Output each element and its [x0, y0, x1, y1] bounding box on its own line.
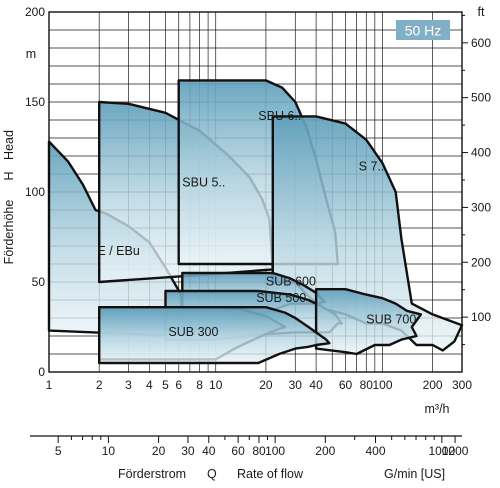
x-tick-label: 8 [196, 378, 203, 392]
x-tick-label: 6 [175, 378, 182, 392]
x-tick-label: 3 [125, 378, 132, 392]
gpm-tick-label: 20 [152, 444, 166, 458]
y-axis-unit: m [26, 47, 36, 61]
x-tick-label: 20 [259, 378, 273, 392]
gpm-tick-label: 30 [181, 444, 195, 458]
y-axis-label-de: Förderhöhe [2, 200, 16, 265]
pump-regions [47, 79, 464, 365]
ft-axis-unit: ft [478, 5, 485, 19]
ft-tick-label: 400 [471, 146, 491, 160]
x-tick-label: 30 [289, 378, 303, 392]
pump-region-labels: E / EBu SBU 5.. SBU 6.. S 7.. SUB 600 SUB 500… [97, 109, 416, 339]
x-axis-tick-labels: 1 2 3 4 5 6 8 10 20 30 40 60 80 100 200 300 [46, 378, 473, 392]
x-tick-label: 4 [146, 378, 153, 392]
ft-axis-tick-labels: 100 200 300 400 500 600 [462, 14, 491, 346]
y-tick-label: 50 [32, 275, 46, 289]
x-tick-label: 5 [162, 378, 169, 392]
footer-label-en: Rate of flow [237, 467, 304, 481]
x-axis-unit: m³/h [425, 402, 450, 416]
x-tick-label: 100 [372, 378, 392, 392]
gpm-tick-label: 5 [55, 444, 62, 458]
ft-tick-label: 200 [471, 255, 491, 269]
region-label-sub-500: SUB 500 [256, 291, 306, 305]
x-tick-label: 40 [309, 378, 323, 392]
y-axis-tick-labels: 0 50 100 150 200 [25, 5, 45, 379]
gpm-tick-label: 80 [252, 444, 266, 458]
gpm-tick-label: 1000 [428, 444, 455, 458]
ft-tick-label: 500 [471, 91, 491, 105]
x-tick-label: 60 [339, 378, 353, 392]
y-axis-label-en: Head [2, 130, 16, 160]
ft-tick-label: 100 [471, 310, 491, 324]
x-tick-label: 10 [209, 378, 223, 392]
gpm-axis-unit: G/min [US] [384, 467, 445, 481]
gpm-tick-label: 200 [315, 444, 335, 458]
gpm-tick-label: 10 [102, 444, 116, 458]
y-tick-label: 100 [25, 185, 45, 199]
region-label-e-ebu: E / EBu [97, 244, 139, 258]
region-label-sbu-5: SBU 5.. [182, 176, 225, 190]
y-tick-label: 0 [38, 365, 45, 379]
region-label-sub-700: SUB 700 [366, 312, 416, 326]
region-sub-700 [314, 288, 423, 356]
frequency-badge-box [396, 20, 450, 40]
gpm-tick-label: 40 [202, 444, 216, 458]
gpm-tick-label: 1200 [442, 444, 469, 458]
region-label-sub-600: SUB 600 [266, 275, 316, 289]
ft-tick-label: 600 [471, 36, 491, 50]
region-outline-8 [98, 306, 331, 365]
ft-tick-label: 300 [471, 200, 491, 214]
x-tick-label: 200 [423, 378, 443, 392]
region-label-sub-300: SUB 300 [168, 325, 218, 339]
y-axis-label-symbol: H [2, 171, 16, 180]
y-tick-label: 200 [25, 5, 45, 19]
y-tick-label: 150 [25, 95, 45, 109]
x-tick-label: 2 [96, 378, 103, 392]
gpm-tick-label: 400 [365, 444, 385, 458]
frequency-badge: 50 Hz [405, 23, 442, 39]
plot-border [48, 11, 463, 373]
footer-label-de: Förderstrom [118, 467, 186, 481]
region-label-sbu-6: SBU 6.. [258, 109, 301, 123]
gpm-tick-label: 60 [231, 444, 245, 458]
region-label-s-7: S 7.. [359, 159, 385, 173]
plot-frame [48, 11, 463, 373]
x-tick-label: 1 [46, 378, 53, 392]
x-tick-label: 300 [452, 378, 472, 392]
footer-label-symbol: Q [207, 467, 217, 481]
x-tick-label: 80 [360, 378, 374, 392]
gpm-tick-label: 100 [265, 444, 285, 458]
